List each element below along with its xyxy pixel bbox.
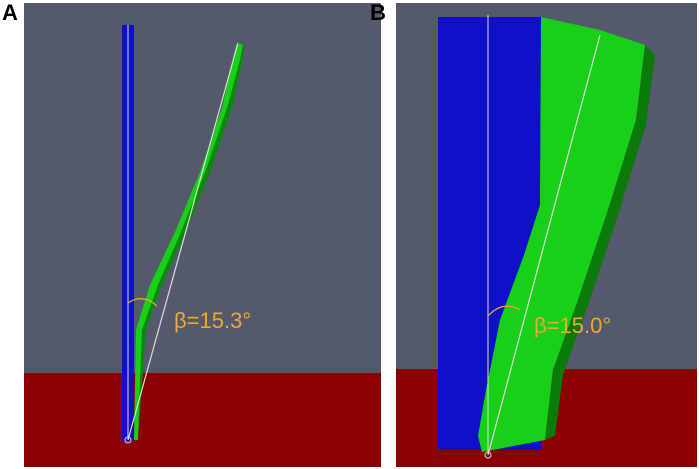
pivot [484,451,492,459]
panel-a: β=15.3° A [2,0,381,467]
green-bar [134,44,243,440]
angle-line [487,34,601,456]
angle-arc [487,305,521,317]
green-bar [478,17,645,452]
green-bar-side [138,44,244,440]
angle-line [127,42,239,441]
ground [24,373,381,467]
angle-label: β=15.3° [174,308,251,333]
angle-label: β=15.0° [534,313,611,338]
green-bar-side [545,45,655,440]
panel-b: β=15.0° B [370,0,697,467]
panel-label: A [2,0,18,25]
panel-label: B [370,0,386,25]
angle-arc [127,298,158,307]
pivot [124,436,132,444]
